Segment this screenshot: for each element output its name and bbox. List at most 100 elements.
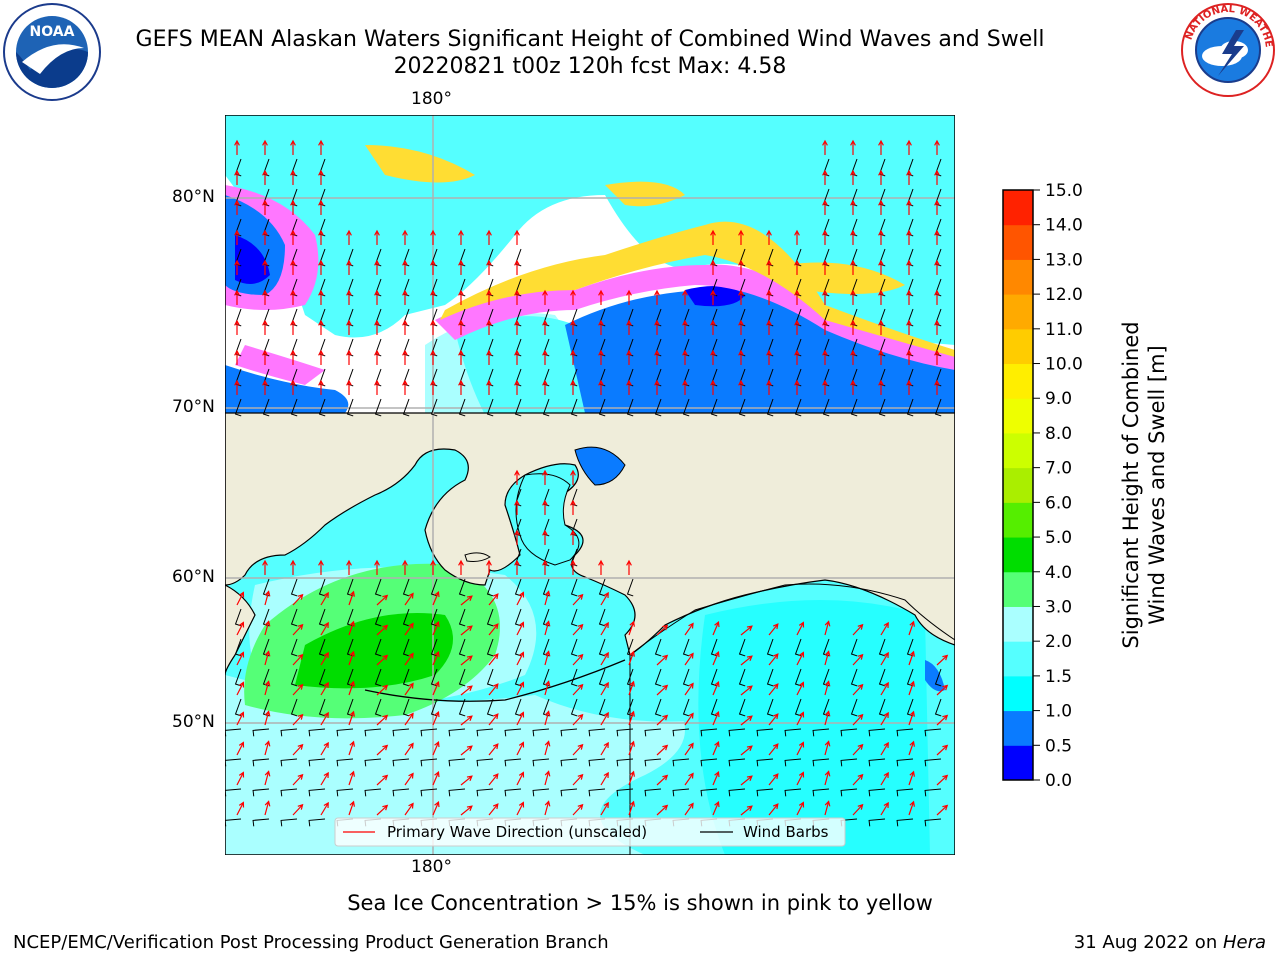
wind-barb <box>458 698 466 717</box>
wind-barb <box>504 788 522 797</box>
wind-barb <box>766 668 774 687</box>
wind-barb <box>486 698 494 717</box>
wave-direction-arrow <box>432 770 440 786</box>
wind-barb <box>336 788 354 797</box>
wind-barb <box>486 638 494 657</box>
wave-direction-arrow <box>824 770 831 786</box>
date-text: 31 Aug 2022 on <box>1073 932 1223 953</box>
wave-direction-arrow <box>488 743 499 756</box>
wind-barb <box>868 818 886 827</box>
wave-direction-arrow <box>570 499 576 515</box>
wave-direction-arrow <box>264 590 271 606</box>
wave-direction-arrow <box>236 621 245 636</box>
wind-barb <box>850 398 858 417</box>
colorbar-segment <box>1003 363 1033 399</box>
wind-barb <box>878 698 886 717</box>
wave-direction-arrow <box>346 289 352 305</box>
lon-label-bottom: 180° <box>411 857 452 877</box>
wind-barb <box>570 668 578 687</box>
wind-barb <box>280 818 298 827</box>
wave-direction-arrow <box>600 681 609 696</box>
colorbar-tick-label: 13.0 <box>1045 250 1083 270</box>
wave-direction-arrow <box>710 379 716 395</box>
wave-direction-arrow <box>654 379 660 395</box>
wave-direction-arrow <box>542 379 548 395</box>
wave-direction-arrow <box>766 379 772 395</box>
wave-direction-arrow <box>374 319 380 335</box>
wave-direction-arrow <box>850 289 856 305</box>
wave-direction-arrow <box>404 592 414 606</box>
wind-barb <box>598 578 606 597</box>
wind-barb <box>318 668 326 687</box>
wave-direction-arrow <box>822 229 828 245</box>
wind-barb <box>570 638 578 657</box>
wave-direction-arrow <box>822 379 828 395</box>
wave-direction-arrow <box>264 740 271 756</box>
wave-direction-arrow <box>542 349 548 365</box>
wind-barb <box>766 398 774 417</box>
wave-direction-arrow <box>600 801 609 816</box>
wave-direction-arrow <box>628 650 635 666</box>
sea-ice-pink <box>435 264 955 370</box>
wave-direction-arrow <box>458 379 464 395</box>
wind-barb <box>262 398 270 417</box>
colorbar-segment <box>1003 432 1033 469</box>
wave-direction-arrow <box>376 624 389 636</box>
wind-barb <box>542 398 550 417</box>
wind-barb <box>878 638 886 657</box>
wave-direction-arrow <box>292 773 304 786</box>
wave-direction-arrow <box>654 349 660 365</box>
wave-direction-arrow <box>262 169 268 185</box>
wave-direction-arrow <box>486 349 492 365</box>
wind-barb <box>850 698 858 717</box>
wave-direction-arrow <box>236 711 245 726</box>
ice-patch-2 <box>365 145 475 183</box>
wave-direction-arrow <box>710 229 716 245</box>
wind-barb <box>626 578 634 597</box>
wave-direction-arrow <box>908 710 915 726</box>
wave-direction-arrow <box>348 770 355 786</box>
colorbar-tick-label: 10.0 <box>1045 355 1083 375</box>
wave-direction-arrow <box>292 683 304 696</box>
map-legend: Primary Wave Direction (unscaled) Wind B… <box>334 817 846 847</box>
wave-direction-arrow <box>572 743 584 756</box>
wind-barb <box>336 728 354 737</box>
wind-barb <box>934 698 942 717</box>
wave-direction-arrow <box>684 802 694 816</box>
wind-barb <box>850 668 858 687</box>
chart-title: GEFS MEAN Alaskan Waters Significant Hei… <box>0 26 1180 80</box>
wave-direction-arrow <box>906 169 912 185</box>
wave-direction-arrow <box>656 714 669 726</box>
wave-direction-arrow <box>318 139 324 155</box>
wave-direction-arrow <box>878 169 884 185</box>
wave-direction-arrow <box>292 743 304 756</box>
wave-direction-arrow <box>430 289 436 305</box>
wave-direction-arrow <box>878 259 884 275</box>
wind-barb <box>392 788 410 797</box>
wind-barb <box>794 398 802 417</box>
wave-direction-arrow <box>684 682 694 696</box>
wave-direction-arrow <box>572 653 584 666</box>
wave-direction-arrow <box>684 622 694 636</box>
wave-direction-arrow <box>514 529 520 545</box>
wave-direction-arrow <box>346 259 352 275</box>
wave-direction-arrow <box>880 771 889 786</box>
wind-barb <box>420 788 438 797</box>
wind-barb <box>280 788 298 797</box>
wind-barb <box>308 728 326 737</box>
wind-barb <box>644 788 662 797</box>
wind-barb <box>756 788 774 797</box>
wind-barb <box>672 788 690 797</box>
wind-barb <box>868 788 886 797</box>
wave-direction-arrow <box>234 349 240 365</box>
wave-direction-arrow <box>934 139 940 155</box>
wind-barb <box>598 608 606 627</box>
wave-direction-arrow <box>626 289 632 305</box>
wave-direction-arrow <box>432 680 440 696</box>
wind-barb <box>654 698 662 717</box>
wind-barb <box>626 668 634 687</box>
wind-barb <box>346 578 354 597</box>
map-plot: Primary Wave Direction (unscaled) Wind B… <box>224 114 956 856</box>
wave-direction-arrow <box>766 229 772 245</box>
wave-direction-arrow <box>514 499 520 515</box>
